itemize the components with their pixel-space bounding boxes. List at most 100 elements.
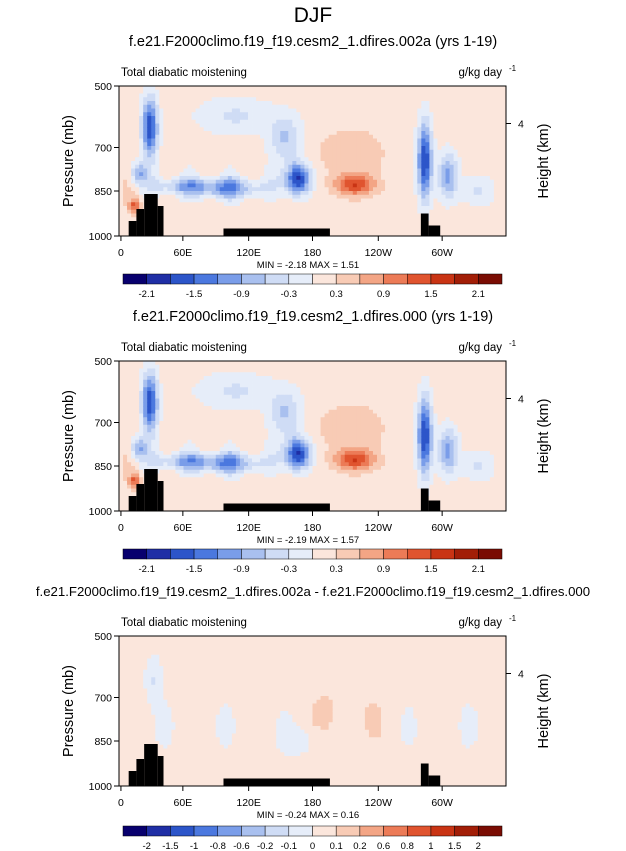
field-cell (409, 164, 414, 169)
field-cell (344, 194, 350, 199)
field-cell (433, 123, 438, 128)
field-cell (223, 127, 229, 132)
field-cell (203, 383, 209, 388)
field-cell (449, 108, 454, 113)
field-cell (151, 394, 156, 399)
field-cell (155, 89, 160, 94)
field-cell (143, 138, 148, 143)
field-cell (284, 104, 289, 109)
field-cell (364, 123, 370, 128)
field-cell (183, 484, 188, 489)
field-cell (344, 116, 350, 121)
field-cell (123, 183, 128, 188)
field-cell (131, 436, 136, 441)
field-cell (199, 492, 205, 497)
field-cell (308, 104, 313, 109)
field-cell (256, 127, 261, 132)
field-cell (131, 451, 136, 456)
field-cell (481, 198, 487, 203)
field-cell (199, 383, 205, 388)
field-cell (252, 119, 257, 124)
field-cell (219, 364, 225, 369)
field-cell (219, 391, 225, 396)
field-cell (489, 157, 495, 162)
field-cell (457, 101, 463, 106)
field-cell (127, 157, 132, 162)
field-cell (175, 101, 180, 106)
field-cell (433, 116, 438, 121)
field-cell (308, 224, 313, 229)
field-cell (139, 473, 144, 478)
field-cell (199, 488, 205, 493)
field-cell (385, 202, 390, 207)
field-cell (211, 183, 217, 188)
field-cell (421, 168, 426, 173)
field-cell (405, 228, 410, 233)
field-cell (215, 97, 221, 102)
field-cell (320, 213, 325, 218)
field-cell (147, 179, 152, 184)
field-cell (296, 194, 301, 199)
field-cell (175, 97, 180, 102)
field-cell (393, 149, 398, 154)
field-cell (135, 119, 140, 124)
field-cell (207, 146, 213, 151)
field-cell (223, 376, 229, 381)
field-cell (143, 421, 148, 426)
field-cell (453, 123, 459, 128)
field-cell (360, 187, 366, 192)
field-cell (264, 123, 269, 128)
field-cell (187, 409, 192, 414)
field-cell (159, 198, 164, 203)
field-cell (425, 202, 430, 207)
field-cell (203, 89, 209, 94)
field-cell (167, 116, 172, 121)
field-cell (219, 179, 225, 184)
field-cell (159, 413, 164, 418)
field-cell (119, 439, 124, 444)
field-cell (248, 142, 253, 147)
field-cell (175, 477, 180, 482)
field-cell (304, 112, 309, 117)
field-cell (119, 398, 124, 403)
field-cell (123, 217, 128, 222)
field-cell (211, 164, 217, 169)
field-cell (260, 161, 265, 166)
field-cell (171, 432, 176, 437)
field-cell (171, 127, 176, 132)
field-cell (389, 149, 394, 154)
field-cell (405, 97, 410, 102)
field-cell (336, 127, 342, 132)
field-cell (223, 481, 229, 486)
field-cell (320, 164, 325, 169)
field-cell (123, 93, 128, 98)
field-cell (413, 138, 418, 143)
field-cell (147, 123, 152, 128)
field-cell (272, 213, 277, 218)
field-cell (292, 138, 297, 143)
field-cell (312, 176, 317, 181)
field-cell (155, 142, 160, 147)
field-cell (292, 221, 297, 226)
field-cell (401, 191, 406, 196)
field-cell (308, 123, 313, 128)
field-cell (461, 209, 467, 214)
field-cell (175, 364, 180, 369)
field-cell (489, 179, 495, 184)
field-cell (215, 451, 221, 456)
field-cell (123, 104, 128, 109)
field-cell (235, 112, 241, 117)
field-cell (393, 164, 398, 169)
field-cell (288, 108, 293, 113)
field-cell (352, 228, 358, 233)
field-cell (340, 228, 346, 233)
field-cell (252, 164, 257, 169)
field-cell (421, 123, 426, 128)
field-cell (473, 97, 479, 102)
field-cell (223, 97, 229, 102)
field-cell (296, 187, 301, 192)
field-cell (304, 157, 309, 162)
field-cell (264, 101, 269, 106)
field-cell (268, 112, 273, 117)
field-cell (155, 127, 160, 132)
